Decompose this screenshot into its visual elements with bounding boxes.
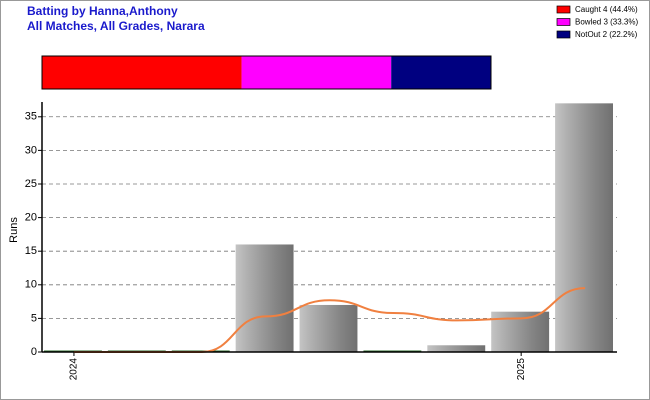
share-segment bbox=[241, 56, 392, 89]
y-tick-label: 10 bbox=[25, 279, 37, 291]
x-tick-label: 2025 bbox=[516, 358, 527, 381]
x-tick-label: 2024 bbox=[69, 358, 80, 381]
legend-label: Caught 4 (44.4%) bbox=[575, 5, 638, 14]
legend-swatch bbox=[556, 30, 571, 39]
legend-swatch bbox=[556, 5, 571, 14]
bar bbox=[235, 244, 294, 352]
share-segment bbox=[391, 56, 491, 89]
share-border bbox=[41, 55, 492, 90]
chart-title: Batting by Hanna,Anthony bbox=[27, 4, 178, 18]
legend-label: NotOut 2 (22.2%) bbox=[575, 30, 638, 39]
bar bbox=[299, 304, 358, 352]
y-tick-label: 0 bbox=[31, 346, 37, 358]
y-tick-label: 15 bbox=[25, 245, 37, 257]
bar bbox=[427, 345, 486, 352]
y-axis-label: Runs bbox=[8, 217, 20, 243]
bar bbox=[555, 103, 613, 352]
legend-label: Bowled 3 (33.3%) bbox=[575, 18, 638, 27]
y-tick-label: 25 bbox=[25, 178, 37, 190]
share-segment bbox=[42, 56, 242, 89]
y-tick-label: 30 bbox=[25, 144, 37, 156]
y-tick-label: 35 bbox=[25, 111, 37, 123]
y-tick-label: 20 bbox=[25, 211, 37, 223]
chart-subtitle: All Matches, All Grades, Narara bbox=[27, 19, 205, 33]
y-tick-label: 5 bbox=[31, 312, 37, 324]
legend-swatch bbox=[556, 18, 571, 26]
